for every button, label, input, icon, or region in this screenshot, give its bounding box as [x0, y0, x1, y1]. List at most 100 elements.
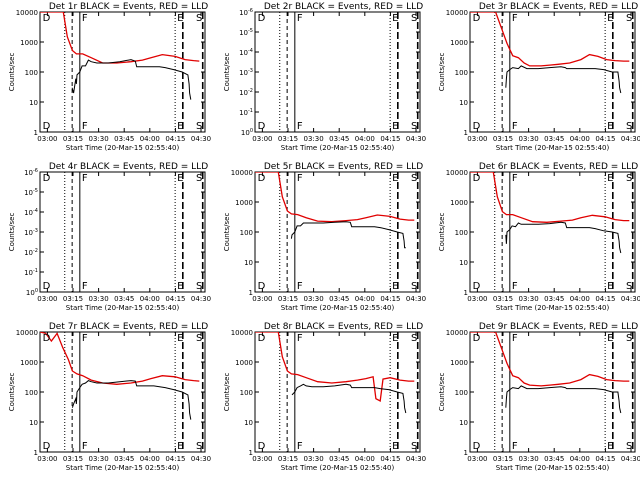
det6r-marker-bottom: S [626, 281, 632, 292]
det9r-ytick-label: 1000 [450, 359, 468, 367]
det5r-marker-top: S [411, 173, 417, 184]
det6r-ytick-label: 100 [455, 229, 468, 237]
det5r-xtick-label: 04:00 [355, 295, 375, 303]
det5r-marker-top: E [392, 173, 398, 184]
det5r-xtick-label: 03:30 [304, 295, 324, 303]
det8r-marker-bottom: S [411, 441, 417, 452]
det7r-xtick-label: 04:30 [191, 455, 211, 463]
det8r-xtick-label: 03:45 [329, 455, 349, 463]
det4r-marker-bottom: S [196, 281, 202, 292]
det5r-ytick-label: 1 [249, 289, 253, 297]
det8r-xtick-label: 04:00 [355, 455, 375, 463]
det8r-title: Det 8r BLACK = Events, RED = LLD [264, 322, 423, 332]
det2r-ytick-label: 10-2 [239, 88, 253, 97]
det7r-series-lld [40, 332, 200, 385]
det5r-xtick-label: 03:15 [278, 295, 298, 303]
det3r-ytick-label: 10 [459, 99, 468, 107]
det3r-ytick-label: 1000 [450, 39, 468, 47]
det4r-marker-top: E [177, 173, 183, 184]
det2r-xtick-label: 03:45 [329, 135, 349, 143]
det7r-marker-bottom: D [43, 441, 51, 452]
det1r-ylabel: Counts/sec [8, 53, 16, 92]
det6r-marker-bottom: F [512, 281, 518, 292]
det3r-xtick-label: 04:30 [621, 135, 640, 143]
det7r-xtick-label: 03:15 [63, 455, 83, 463]
det8r-series-events [291, 383, 407, 414]
det3r-marker-top: D [473, 13, 481, 24]
det6r-marker-top: E [607, 173, 613, 184]
det9r-ytick-label: 1 [464, 449, 468, 457]
det4r-xtick-label: 04:00 [140, 295, 160, 303]
det4r-xtick-label: 04:15 [165, 295, 185, 303]
det3r-marker-bottom: F [512, 121, 518, 132]
det3r-ytick-label: 1 [464, 129, 468, 137]
det2r-ytick-label: 10-6 [239, 8, 253, 17]
det7r-ytick-label: 1 [34, 449, 38, 457]
det6r-xtick-label: 03:15 [493, 295, 513, 303]
det5r-marker-bottom: D [258, 281, 266, 292]
det7r-marker-top: S [196, 333, 202, 344]
det8r-marker-top: F [297, 333, 303, 344]
det8r-series-lld [255, 332, 415, 403]
det4r-ylabel: Counts/sec [8, 213, 16, 252]
det1r-xtick-label: 04:00 [140, 135, 160, 143]
det7r-series-events [71, 380, 192, 420]
det3r-marker-top: F [512, 13, 518, 24]
det6r-marker-top: S [626, 173, 632, 184]
det9r-marker-bottom: D [473, 441, 481, 452]
det9r-xtick-label: 04:30 [621, 455, 640, 463]
det2r-xtick-label: 04:15 [380, 135, 400, 143]
det7r-marker-bottom: E [177, 441, 183, 452]
det7r-marker-top: F [82, 333, 88, 344]
det3r-series-lld [470, 12, 630, 67]
det1r-xtick-label: 03:30 [89, 135, 109, 143]
det1r-ytick-label: 10 [29, 99, 38, 107]
det1r-marker-top: E [177, 13, 183, 24]
det8r-ytick-label: 10 [244, 419, 253, 427]
det6r-ytick-label: 1 [464, 289, 468, 297]
det1r-marker-bottom: F [82, 121, 88, 132]
det6r-marker-bottom: D [473, 281, 481, 292]
det9r-ylabel: Counts/sec [438, 373, 446, 412]
det4r-ytick-label: 100 [26, 288, 38, 297]
det5r-xtick-label: 03:45 [329, 295, 349, 303]
det4r-xtick-label: 03:15 [63, 295, 83, 303]
det5r-series-events [290, 221, 406, 249]
det9r-xtick-label: 03:30 [519, 455, 539, 463]
det3r-ytick-label: 10000 [446, 9, 468, 17]
det5r-xtick-label: 04:15 [380, 295, 400, 303]
det3r-marker-bottom: E [607, 121, 613, 132]
det2r-xtick-label: 04:00 [355, 135, 375, 143]
det3r-xtick-label: 03:45 [544, 135, 564, 143]
det4r-ytick-label: 10-6 [24, 168, 38, 177]
det5r-marker-top: F [297, 173, 303, 184]
det8r-xtick-label: 04:30 [406, 455, 426, 463]
det1r-xtick-label: 04:30 [191, 135, 211, 143]
det1r-series-lld [40, 12, 200, 64]
det4r-marker-top: D [43, 173, 51, 184]
det9r-ytick-label: 10000 [446, 329, 468, 337]
det4r-marker-top: S [196, 173, 202, 184]
det9r-marker-top: F [512, 333, 518, 344]
det6r-marker-top: F [512, 173, 518, 184]
det1r-xtick-label: 04:15 [165, 135, 185, 143]
det9r-ytick-label: 10 [459, 419, 468, 427]
det5r-ytick-label: 1000 [235, 199, 253, 207]
det4r-ytick-label: 10-4 [24, 208, 38, 217]
det4r-ytick-label: 10-5 [24, 188, 38, 197]
det2r-marker-bottom: F [297, 121, 303, 132]
det1r-ytick-label: 10000 [16, 9, 38, 17]
det7r-ytick-label: 100 [25, 389, 38, 397]
det5r-xlabel: Start Time (20-Mar-15 02:55:40) [281, 304, 395, 312]
det4r-title: Det 4r BLACK = Events, RED = LLD [49, 162, 208, 172]
det9r-title: Det 9r BLACK = Events, RED = LLD [479, 322, 638, 332]
det2r-ylabel: Counts/sec [223, 53, 231, 92]
det5r-marker-bottom: S [411, 281, 417, 292]
det6r-ytick-label: 10000 [446, 169, 468, 177]
det8r-ytick-label: 1 [249, 449, 253, 457]
det4r-xtick-label: 03:30 [89, 295, 109, 303]
det3r-xtick-label: 04:15 [595, 135, 615, 143]
det3r-title: Det 3r BLACK = Events, RED = LLD [479, 2, 638, 12]
det1r-xlabel: Start Time (20-Mar-15 02:55:40) [66, 144, 180, 152]
det4r-xtick-label: 03:00 [37, 295, 57, 303]
